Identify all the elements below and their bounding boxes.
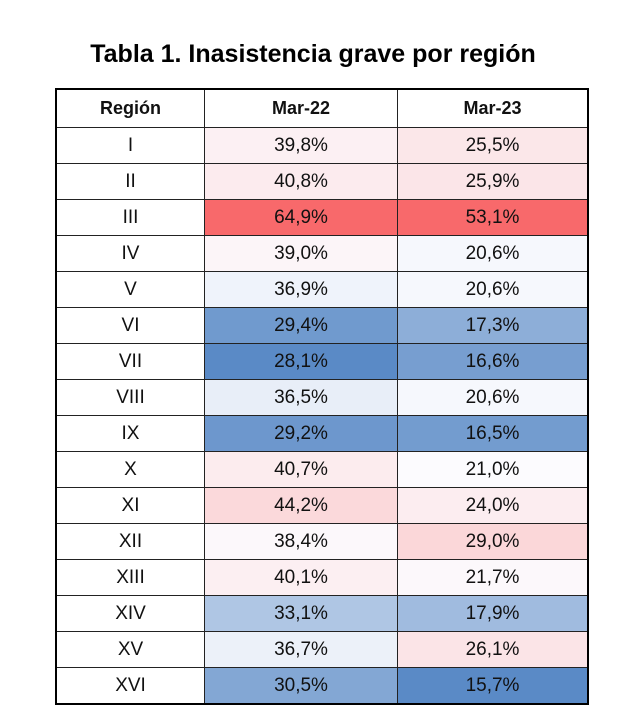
- mar22-cell: 40,8%: [204, 163, 398, 200]
- table-row: II 40,8% 25,9%: [55, 163, 589, 200]
- mar22-cell: 29,4%: [204, 307, 398, 344]
- mar22-cell: 44,2%: [204, 487, 398, 524]
- region-cell: V: [55, 271, 205, 308]
- mar23-cell: 21,0%: [397, 451, 589, 488]
- region-cell: XIII: [55, 559, 205, 596]
- table-row: XVI 30,5% 15,7%: [55, 667, 589, 705]
- mar22-cell: 29,2%: [204, 415, 398, 452]
- region-cell: VIII: [55, 379, 205, 416]
- region-cell: XIV: [55, 595, 205, 632]
- header-row: Región Mar-22 Mar-23: [55, 88, 589, 128]
- table-row: III 64,9% 53,1%: [55, 199, 589, 236]
- table-title: Tabla 1. Inasistencia grave por región: [90, 40, 536, 68]
- table-row: VIII 36,5% 20,6%: [55, 379, 589, 416]
- region-cell: II: [55, 163, 205, 200]
- region-cell: XII: [55, 523, 205, 560]
- table-row: IX 29,2% 16,5%: [55, 415, 589, 452]
- mar22-cell: 33,1%: [204, 595, 398, 632]
- mar22-cell: 64,9%: [204, 199, 398, 236]
- mar23-cell: 16,6%: [397, 343, 589, 380]
- mar23-cell: 17,3%: [397, 307, 589, 344]
- table-row: XII 38,4% 29,0%: [55, 523, 589, 560]
- mar22-cell: 39,0%: [204, 235, 398, 272]
- mar22-cell: 40,1%: [204, 559, 398, 596]
- table-row: VI 29,4% 17,3%: [55, 307, 589, 344]
- region-cell: X: [55, 451, 205, 488]
- mar23-cell: 53,1%: [397, 199, 589, 236]
- mar23-cell: 20,6%: [397, 235, 589, 272]
- region-cell: IX: [55, 415, 205, 452]
- mar22-cell: 39,8%: [204, 127, 398, 164]
- heatmap-table: Región Mar-22 Mar-23 I 39,8% 25,5% II 40,8% 2…: [55, 88, 589, 705]
- mar23-cell: 24,0%: [397, 487, 589, 524]
- table-row: XI 44,2% 24,0%: [55, 487, 589, 524]
- mar23-cell: 16,5%: [397, 415, 589, 452]
- mar22-cell: 36,7%: [204, 631, 398, 668]
- table-row: I 39,8% 25,5%: [55, 127, 589, 164]
- region-cell: VI: [55, 307, 205, 344]
- mar23-cell: 20,6%: [397, 379, 589, 416]
- header-region: Región: [55, 88, 205, 128]
- mar23-cell: 20,6%: [397, 271, 589, 308]
- table-row: V 36,9% 20,6%: [55, 271, 589, 308]
- region-cell: XI: [55, 487, 205, 524]
- mar23-cell: 25,9%: [397, 163, 589, 200]
- region-cell: III: [55, 199, 205, 236]
- mar23-cell: 29,0%: [397, 523, 589, 560]
- mar22-cell: 40,7%: [204, 451, 398, 488]
- header-mar22: Mar-22: [204, 88, 398, 128]
- mar22-cell: 36,9%: [204, 271, 398, 308]
- mar23-cell: 17,9%: [397, 595, 589, 632]
- table-row: VII 28,1% 16,6%: [55, 343, 589, 380]
- mar22-cell: 38,4%: [204, 523, 398, 560]
- table-row: IV 39,0% 20,6%: [55, 235, 589, 272]
- region-cell: XV: [55, 631, 205, 668]
- mar23-cell: 21,7%: [397, 559, 589, 596]
- mar23-cell: 25,5%: [397, 127, 589, 164]
- table-row: X 40,7% 21,0%: [55, 451, 589, 488]
- region-cell: I: [55, 127, 205, 164]
- mar22-cell: 28,1%: [204, 343, 398, 380]
- mar22-cell: 36,5%: [204, 379, 398, 416]
- region-cell: IV: [55, 235, 205, 272]
- mar23-cell: 26,1%: [397, 631, 589, 668]
- table-row: XIV 33,1% 17,9%: [55, 595, 589, 632]
- table-row: XV 36,7% 26,1%: [55, 631, 589, 668]
- mar23-cell: 15,7%: [397, 667, 589, 705]
- header-mar23: Mar-23: [397, 88, 589, 128]
- mar22-cell: 30,5%: [204, 667, 398, 705]
- region-cell: VII: [55, 343, 205, 380]
- table-row: XIII 40,1% 21,7%: [55, 559, 589, 596]
- region-cell: XVI: [55, 667, 205, 705]
